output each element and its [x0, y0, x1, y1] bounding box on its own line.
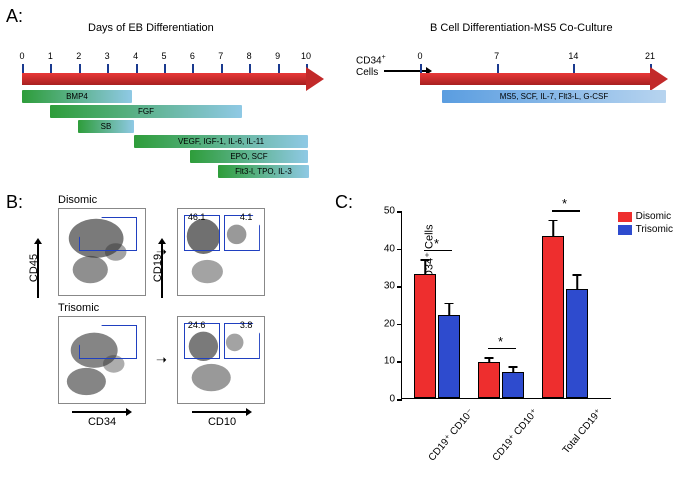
tick-label: 7: [218, 51, 223, 61]
legend: Disomic Trisomic: [618, 211, 673, 237]
x-category-label: CD19⁺ CD10⁻: [424, 407, 476, 466]
disomic-label: Disomic: [58, 194, 310, 206]
panel-c-label: C:: [335, 192, 353, 213]
timeline-right: 071421 MS5, SCF, IL-7, Flt3-L, G-CSF: [420, 52, 666, 76]
bar: [438, 315, 460, 398]
arrow-left-head: [306, 67, 324, 91]
arrow-right-head: [650, 67, 668, 91]
flow-plot-trisomic-2: 24.6 3.8: [177, 316, 265, 404]
tick-label: 4: [133, 51, 138, 61]
tick-label: 8: [247, 51, 252, 61]
sig-star: *: [498, 334, 503, 349]
x-axis-cd34: CD34: [58, 408, 146, 428]
factor-bar: VEGF, IGF-1, IL-6, IL-11: [134, 135, 308, 148]
tick-label: 7: [494, 51, 499, 61]
gate-val: 46.1: [188, 212, 206, 222]
timeline-left: 012345678910 BMP4FGFSBVEGF, IGF-1, IL-6,…: [22, 52, 322, 76]
tick-label: 0: [417, 51, 422, 61]
y-tick-label: 40: [384, 243, 402, 254]
tick-label: 0: [19, 51, 24, 61]
tick-label: 1: [48, 51, 53, 61]
y-axis-cd45: CD45: [34, 238, 42, 298]
y-tick-label: 20: [384, 318, 402, 329]
tick-label: 5: [161, 51, 166, 61]
factor-bar: Flt3-l, TPO, IL-3: [218, 165, 309, 178]
bcell-title: B Cell Differentiation-MS5 Co-Culture: [430, 22, 613, 34]
y-tick-label: 50: [384, 206, 402, 217]
panel-b-label: B:: [6, 192, 23, 213]
bar: [414, 274, 436, 398]
panel-b: Disomic ➝ 46.1 4.1 Trisomic ➝: [30, 194, 310, 428]
x-category-label: CD19⁺ CD10⁺: [488, 407, 540, 466]
arrow-right: [420, 73, 650, 85]
tick-label: 6: [190, 51, 195, 61]
sig-star: *: [562, 196, 567, 211]
bar: [502, 372, 524, 398]
gate-val: 4.1: [240, 212, 253, 222]
panel-a: Days of EB Differentiation B Cell Differ…: [18, 22, 668, 172]
y-axis-cd19: CD19: [158, 238, 166, 298]
tick-label: 2: [76, 51, 81, 61]
tick-label: 9: [275, 51, 280, 61]
flow-arrow: ➝: [156, 352, 167, 368]
flow-plot-trisomic-1: [58, 316, 146, 404]
eb-title: Days of EB Differentiation: [88, 22, 214, 34]
factor-bar: SB: [78, 120, 134, 133]
bar: [478, 362, 500, 398]
bar-chart: 01020304050*CD19⁺ CD10⁻*CD19⁺ CD10⁺*Tota…: [401, 211, 611, 399]
factor-bar: MS5, SCF, IL-7, Flt3-L, G-CSF: [442, 90, 666, 103]
tick-label: 21: [645, 51, 655, 61]
y-tick-label: 10: [384, 356, 402, 367]
tick-label: 10: [301, 51, 311, 61]
y-tick-label: 0: [389, 394, 402, 405]
factor-bar: BMP4: [22, 90, 132, 103]
panel-c: Percentage of CD45⁺ CD34⁺ Cells 01020304…: [355, 203, 675, 493]
x-axis-cd10: CD10: [178, 408, 266, 428]
trisomic-label: Trisomic: [58, 302, 310, 314]
flow-plot-disomic-2: 46.1 4.1: [177, 208, 265, 296]
flow-plot-disomic-1: [58, 208, 146, 296]
bar: [542, 236, 564, 398]
y-tick-label: 30: [384, 281, 402, 292]
factor-bar: EPO, SCF: [190, 150, 308, 163]
tick-label: 3: [105, 51, 110, 61]
sig-star: *: [434, 236, 439, 251]
gate-val: 24.6: [188, 320, 206, 330]
gate-val: 3.8: [240, 320, 253, 330]
factor-bar: FGF: [50, 105, 242, 118]
bar: [566, 289, 588, 398]
arrow-left: [22, 73, 306, 85]
x-category-label: Total CD19⁺: [552, 407, 604, 466]
tick-label: 14: [568, 51, 578, 61]
